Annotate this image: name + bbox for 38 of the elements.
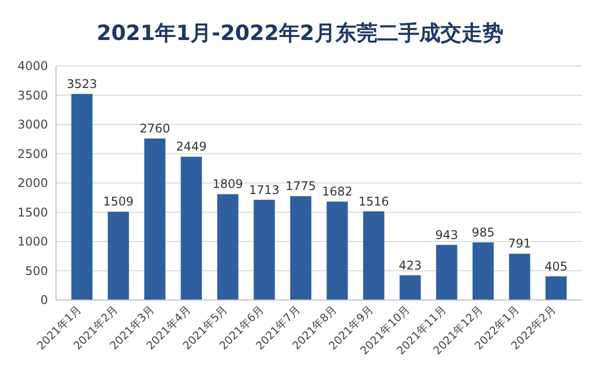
bar <box>71 94 92 300</box>
data-label: 1682 <box>322 184 353 199</box>
data-label: 791 <box>508 236 532 251</box>
y-tick-label: 2000 <box>17 176 48 190</box>
y-tick-label: 1500 <box>17 205 48 220</box>
bar <box>509 254 530 300</box>
data-label: 405 <box>544 259 568 274</box>
data-label: 1809 <box>212 177 244 192</box>
y-tick-label: 4000 <box>17 59 48 74</box>
data-label: 2449 <box>176 140 207 154</box>
bar <box>144 138 166 300</box>
bar <box>436 244 458 300</box>
bar <box>363 211 384 300</box>
y-tick-label: 3500 <box>17 88 48 102</box>
y-tick-label: 3000 <box>17 118 48 132</box>
chart-title: 2021年1月-2022年2月东莞二手成交走势 <box>96 21 504 45</box>
bar <box>326 202 348 300</box>
bar <box>180 156 202 300</box>
data-label: 423 <box>398 258 422 272</box>
data-label: 1516 <box>358 194 389 208</box>
y-tick-label: 500 <box>25 264 48 278</box>
data-label: 985 <box>472 225 495 240</box>
bar <box>217 194 238 300</box>
bar <box>290 196 312 300</box>
data-label: 1509 <box>103 194 134 209</box>
y-tick-label: 0 <box>40 293 48 308</box>
data-label: 1713 <box>249 182 280 197</box>
bar <box>546 276 567 300</box>
bar <box>400 275 421 300</box>
data-label: 2760 <box>140 122 170 136</box>
bar <box>472 242 494 300</box>
bar <box>254 200 275 300</box>
y-tick-label: 2500 <box>17 146 48 161</box>
data-label: 3523 <box>66 76 98 91</box>
y-tick-label: 1000 <box>17 234 48 249</box>
data-label: 943 <box>435 228 458 242</box>
bar <box>108 212 129 300</box>
data-label: 1775 <box>285 179 316 194</box>
